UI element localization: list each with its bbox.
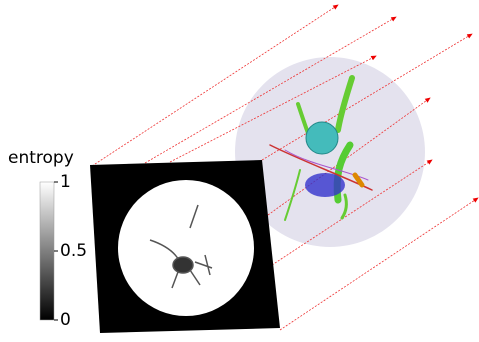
tick-label: 1 bbox=[60, 172, 71, 192]
figure: entropy 00.51 bbox=[0, 0, 479, 338]
page: entropy 00.51 (() => { const data = JSON… bbox=[0, 0, 479, 338]
colorbar-label: entropy bbox=[8, 148, 74, 168]
tick-label: 0.5 bbox=[60, 241, 87, 261]
tick-label: 0 bbox=[60, 310, 71, 330]
slice-disk bbox=[118, 180, 254, 316]
colorbar-ticks: 00.51 bbox=[54, 172, 87, 330]
colorbar bbox=[40, 182, 54, 320]
